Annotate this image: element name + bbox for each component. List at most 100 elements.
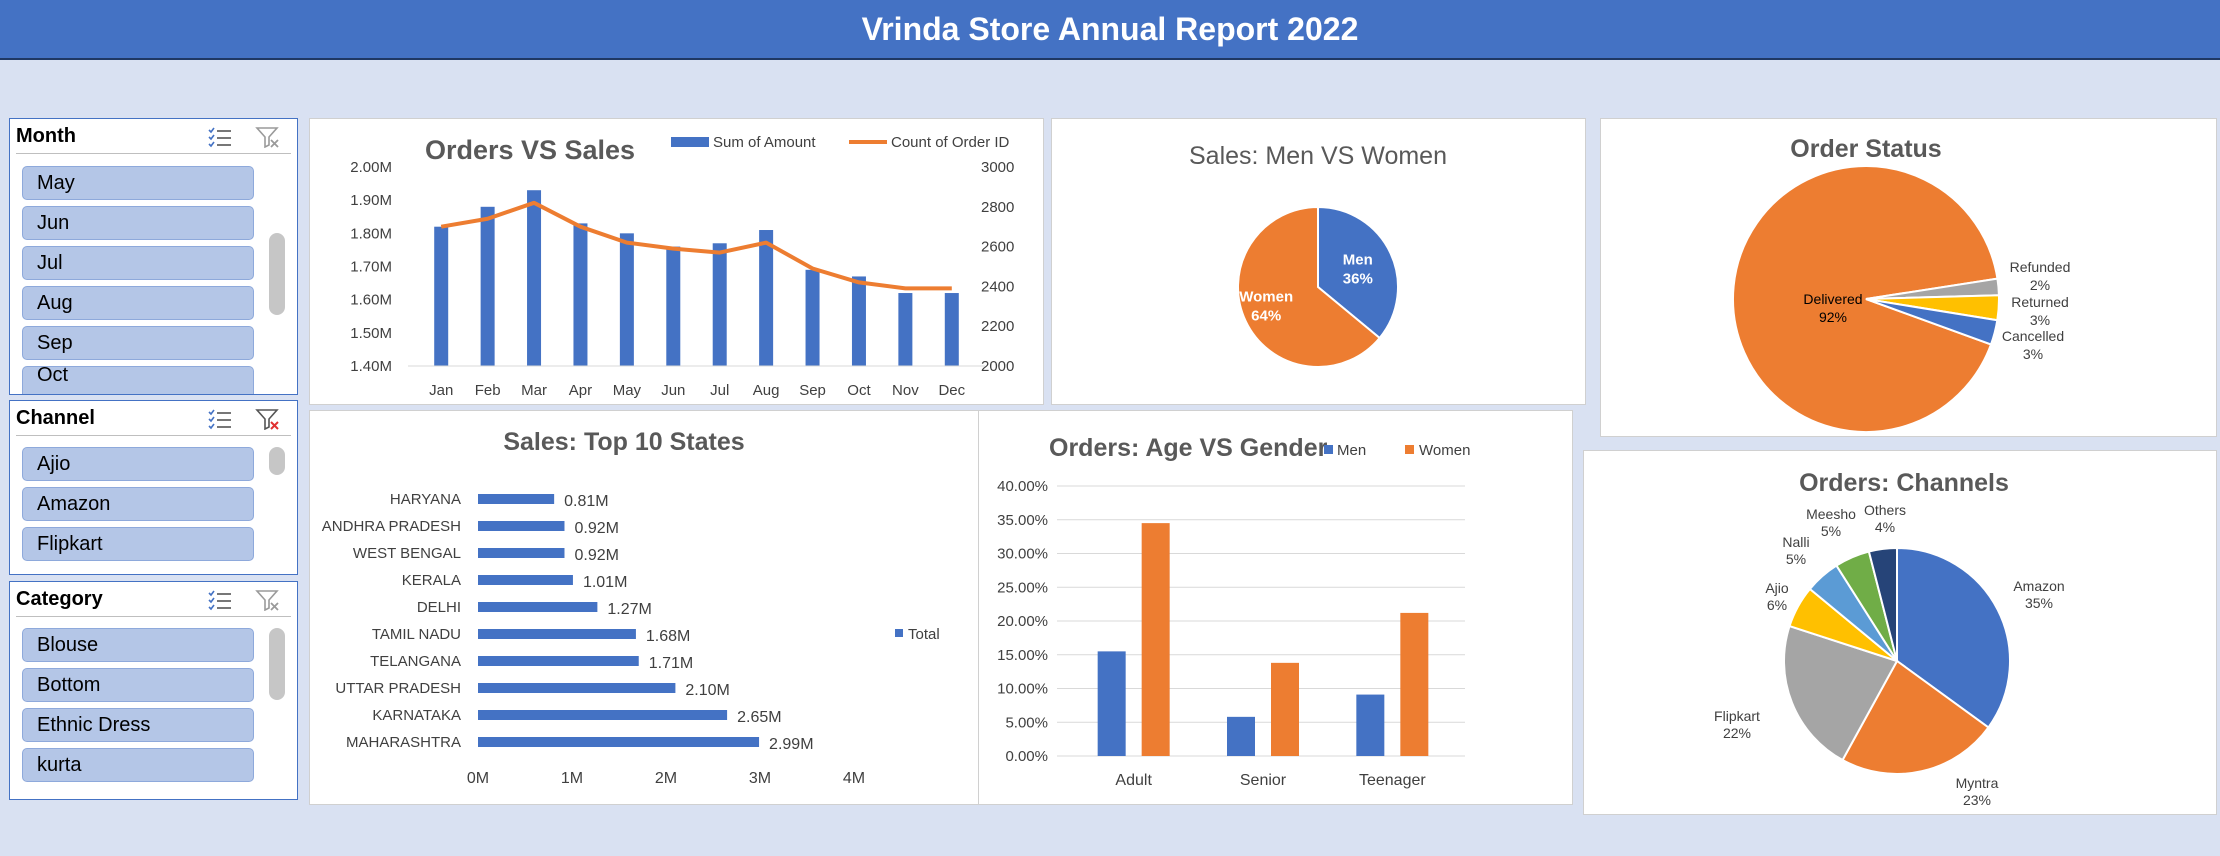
y-tick-label: KERALA <box>402 572 461 589</box>
data-label: 1.71M <box>649 655 693 672</box>
y-left-tick-label: 1.50M <box>350 325 392 342</box>
slicer-item-flipkart[interactable]: Flipkart <box>22 527 254 561</box>
bar-sum-of-amount <box>666 246 681 366</box>
y-right-tick-label: 2800 <box>981 199 1014 216</box>
slicer-item-bottom[interactable]: Bottom <box>22 668 254 702</box>
y-tick-label: DELHI <box>417 599 461 616</box>
slicer-item-oct[interactable]: Oct <box>22 365 254 394</box>
slice-label: Women <box>1239 289 1293 306</box>
y-right-tick-label: 2000 <box>981 358 1014 375</box>
slice-label: Refunded <box>2010 259 2071 275</box>
line-count-of-order-id <box>440 200 952 291</box>
month-slicer: Month May Jun Jul Aug Sep Oct <box>9 118 298 395</box>
y-left-tick-label: 1.70M <box>350 259 392 276</box>
x-tick-label: Jul <box>710 382 729 399</box>
channel-slicer: Channel Ajio Amazon Flipkart <box>9 400 298 575</box>
slicer-item-kurta[interactable]: kurta <box>22 748 254 782</box>
clear-filter-icon[interactable] <box>255 408 281 430</box>
bar-women <box>1271 662 1299 756</box>
y-tick-label: 15.00% <box>997 647 1048 664</box>
x-tick-label: 0M <box>467 770 489 787</box>
y-left-tick-label: 1.80M <box>350 225 392 242</box>
slice-label: Men <box>1343 251 1373 268</box>
report-title: Vrinda Store Annual Report 2022 <box>861 10 1359 47</box>
data-label: 2.10M <box>685 682 729 699</box>
slice-value-label: 36% <box>1343 270 1373 287</box>
slicer-header: Channel <box>16 401 291 436</box>
y-tick-label: 0.00% <box>1005 748 1048 765</box>
x-tick-label: Adult <box>1115 772 1152 789</box>
legend-label-women: Women <box>1419 442 1470 459</box>
data-label: 1.68M <box>646 628 690 645</box>
bar-sum-of-amount <box>944 293 959 366</box>
pie-slice-amazon <box>1896 546 2011 729</box>
slice-value-label: 6% <box>1767 597 1787 613</box>
slice-label: Amazon <box>2013 578 2064 594</box>
slicer-item-amazon[interactable]: Amazon <box>22 487 254 521</box>
legend-label-men: Men <box>1337 442 1366 459</box>
slice-label: Delivered <box>1803 291 1862 307</box>
slice-label: Nalli <box>1782 534 1809 550</box>
y-right-tick-label: 2200 <box>981 318 1014 335</box>
multi-select-icon[interactable] <box>207 408 233 430</box>
bar-total <box>478 737 760 747</box>
slicer-header: Month <box>16 119 291 154</box>
bar-total <box>478 521 565 531</box>
bar-sum-of-amount <box>898 293 913 366</box>
slice-label: Ajio <box>1765 580 1789 596</box>
bar-women <box>1141 523 1170 756</box>
orders-vs-sales-chart: Orders VS Sales Sum of Amount Count of Ord… <box>350 134 1014 399</box>
x-tick-label: Nov <box>892 382 919 399</box>
bar-total <box>478 575 573 585</box>
legend-swatch-amount <box>671 137 709 147</box>
y-right-tick-label: 3000 <box>981 159 1014 176</box>
pie-slice-men <box>1317 205 1399 340</box>
slicer-scrollbar[interactable] <box>269 233 285 315</box>
legend-swatch-men <box>1324 445 1333 454</box>
legend-label-amount: Sum of Amount <box>713 134 816 151</box>
y-tick-label: 35.00% <box>997 512 1048 529</box>
slicer-header: Category <box>16 582 291 617</box>
y-tick-label: MAHARASHTRA <box>346 734 461 751</box>
slicer-item-may[interactable]: May <box>22 166 254 200</box>
slicer-title: Channel <box>16 406 95 429</box>
clear-filter-icon[interactable] <box>255 589 281 611</box>
slicer-item-aug[interactable]: Aug <box>22 286 254 320</box>
men-vs-women-card: Sales: Men VS Women Men 36% Women 64% <box>1051 118 1586 405</box>
pie-slice-others <box>1867 546 1898 662</box>
slicer-scrollbar[interactable] <box>269 447 285 475</box>
bar-sum-of-amount <box>573 223 588 366</box>
x-tick-label: Apr <box>569 382 592 399</box>
bar-men <box>1097 651 1126 756</box>
slicer-item-sep[interactable]: Sep <box>22 326 254 360</box>
age-gender-chart: Orders: Age VS Gender Men Women 0.00% 5.00% 1… <box>997 434 1470 789</box>
multi-select-icon[interactable] <box>207 589 233 611</box>
slicer-item-ethnic-dress[interactable]: Ethnic Dress <box>22 708 254 742</box>
x-tick-label: 3M <box>749 770 771 787</box>
chart-title: Orders: Channels <box>1799 469 2009 497</box>
slice-value-label: 22% <box>1723 725 1751 741</box>
slicer-item-jul[interactable]: Jul <box>22 246 254 280</box>
slice-value-label: 92% <box>1819 309 1847 325</box>
slicer-item-blouse[interactable]: Blouse <box>22 628 254 662</box>
order-status-chart: Order Status Delivered 92% Refunded 2%Return… <box>1732 135 2071 433</box>
bar-total <box>478 548 565 558</box>
slicer-title: Month <box>16 124 76 147</box>
slice-value-label: 4% <box>1875 519 1895 535</box>
bar-total <box>478 602 598 612</box>
chart-title: Order Status <box>1790 135 1941 163</box>
slice-label: Others <box>1864 502 1906 518</box>
slicer-item-ajio[interactable]: Ajio <box>22 447 254 481</box>
slicer-item-jun[interactable]: Jun <box>22 206 254 240</box>
x-tick-label: Sep <box>799 382 826 399</box>
legend-swatch-total <box>895 629 903 637</box>
slicer-scrollbar[interactable] <box>269 628 285 700</box>
y-left-tick-label: 1.60M <box>350 292 392 309</box>
multi-select-icon[interactable] <box>207 126 233 148</box>
data-label: 2.99M <box>769 736 813 753</box>
bar-sum-of-amount <box>527 190 542 366</box>
clear-filter-icon[interactable] <box>255 126 281 148</box>
x-tick-label: Senior <box>1240 772 1287 789</box>
bar-women <box>1400 612 1429 756</box>
